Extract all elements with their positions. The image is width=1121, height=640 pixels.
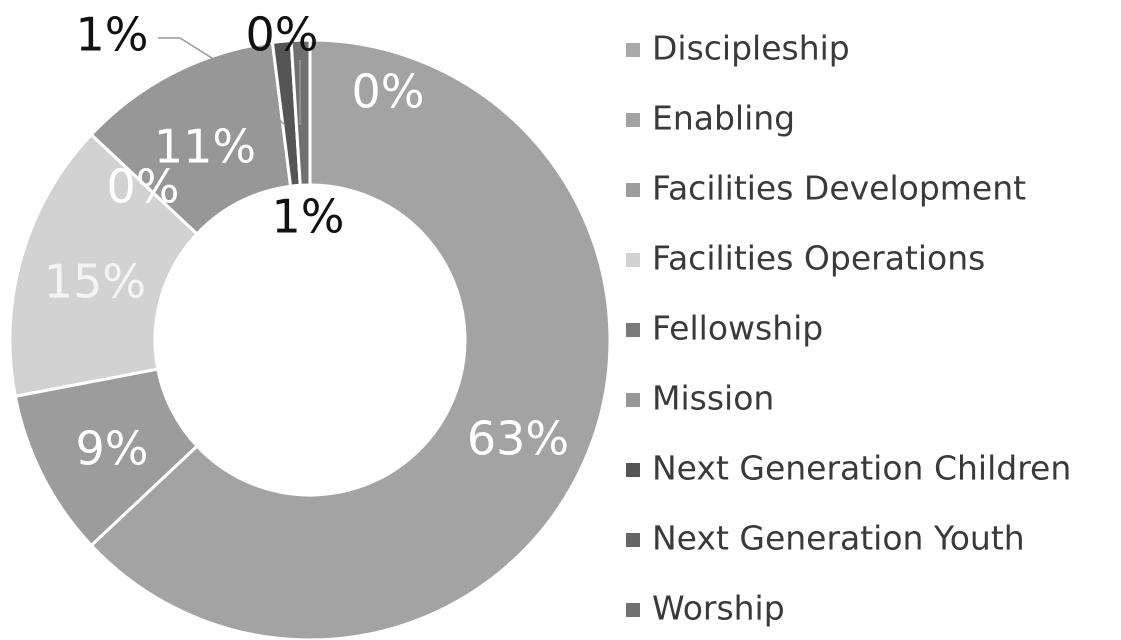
data-label: 0% [246, 8, 319, 62]
legend-label: Next Generation Youth [652, 519, 1025, 558]
legend-label: Facilities Operations [652, 239, 985, 278]
data-label: 11% [154, 120, 256, 174]
legend-label: Next Generation Children [652, 449, 1071, 488]
legend-label: Facilities Development [652, 169, 1026, 208]
legend-swatch [626, 253, 640, 267]
data-label: 15% [44, 255, 146, 309]
legend-swatch [626, 533, 640, 547]
donut-slice [8, 132, 200, 398]
legend-swatch [626, 183, 640, 197]
data-label: 0% [107, 160, 180, 214]
legend-swatch [626, 43, 640, 57]
data-label: 1% [76, 8, 149, 62]
data-label: 0% [352, 65, 425, 119]
legend-swatch [626, 463, 640, 477]
legend-label: Enabling [652, 99, 795, 138]
donut-slice [89, 38, 612, 640]
legend-label: Worship [652, 589, 785, 628]
data-label: 63% [467, 412, 569, 466]
legend-swatch [626, 323, 640, 337]
legend-label: Mission [652, 379, 774, 418]
data-label: 9% [76, 422, 149, 476]
legend-label: Discipleship [652, 29, 850, 68]
leader-line [158, 37, 286, 126]
legend-swatch [626, 393, 640, 407]
data-label: 1% [272, 190, 345, 244]
legend-swatch [626, 113, 640, 127]
legend-swatch [626, 603, 640, 617]
legend-label: Fellowship [652, 309, 823, 348]
